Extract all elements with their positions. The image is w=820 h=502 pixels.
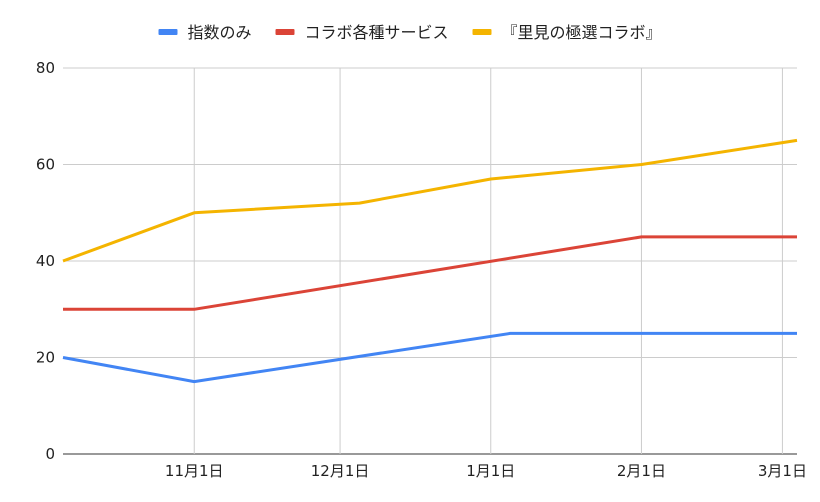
legend-label: 『里見の極選コラボ』	[502, 23, 662, 42]
x-tick-label: 1月1日	[466, 462, 515, 480]
y-tick-label: 80	[36, 59, 55, 77]
y-tick-label: 0	[45, 445, 55, 463]
series-line-2	[62, 138, 798, 263]
x-tick-label: 3月1日	[758, 462, 807, 480]
x-axis-ticks: 11月1日 12月1日 1月1日 2月1日 3月1日	[165, 462, 807, 480]
series-line-0	[62, 331, 797, 384]
legend-swatch	[472, 29, 492, 35]
legend-swatch	[275, 29, 295, 35]
legend-item-2: 『里見の極選コラボ』	[472, 23, 662, 42]
y-tick-label: 60	[36, 156, 55, 174]
gridlines	[63, 67, 797, 455]
y-tick-label: 40	[36, 252, 55, 270]
series-line-1	[63, 235, 797, 311]
legend: 指数のみ コラボ各種サービス 『里見の極選コラボ』	[158, 23, 662, 42]
series-lines	[62, 138, 798, 384]
x-tick-label: 12月1日	[311, 462, 370, 480]
y-tick-label: 20	[36, 349, 55, 367]
x-tick-label: 11月1日	[165, 462, 224, 480]
legend-swatch	[158, 29, 178, 35]
legend-label: コラボ各種サービス	[305, 23, 449, 42]
legend-item-1: コラボ各種サービス	[275, 23, 449, 42]
x-tick-label: 2月1日	[617, 462, 666, 480]
y-axis-ticks: 0 20 40 60 80	[36, 59, 55, 463]
legend-item-0: 指数のみ	[158, 23, 252, 42]
legend-label: 指数のみ	[188, 23, 252, 42]
